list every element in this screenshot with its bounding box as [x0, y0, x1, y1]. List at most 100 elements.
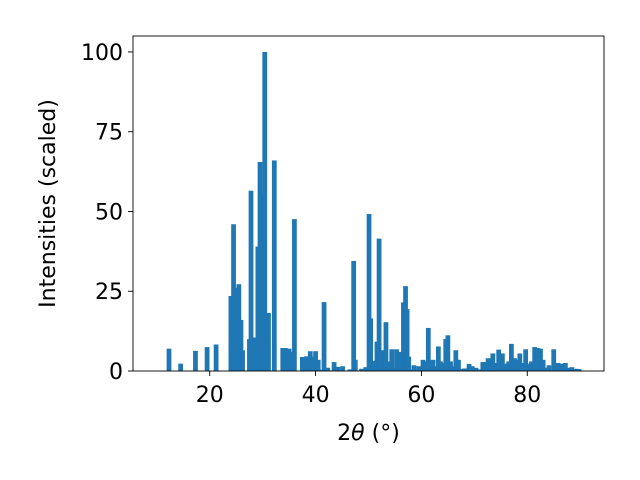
bar	[335, 366, 341, 371]
bar	[423, 361, 429, 371]
x-tick-label: 80	[513, 383, 541, 408]
bar	[383, 322, 389, 371]
bar	[331, 362, 337, 371]
bar	[477, 369, 483, 371]
bar	[526, 363, 532, 371]
bar	[363, 367, 369, 371]
bar	[248, 190, 254, 371]
bar	[512, 358, 517, 371]
x-tick-label: 20	[196, 383, 224, 408]
bar	[299, 356, 305, 371]
bar	[304, 356, 309, 371]
bar	[266, 312, 271, 371]
bar	[204, 347, 210, 371]
bar	[319, 369, 324, 371]
bar	[352, 359, 358, 371]
x-axis-label-prefix: 2	[337, 421, 351, 446]
bar	[532, 347, 538, 371]
bar	[466, 363, 472, 371]
bar	[445, 335, 451, 371]
y-tick-label: 0	[109, 360, 123, 385]
bar	[404, 309, 410, 371]
bar	[238, 319, 244, 371]
bar	[233, 288, 239, 371]
bar	[453, 350, 459, 371]
bar	[540, 359, 546, 371]
bar	[271, 160, 277, 371]
y-tick-label: 75	[95, 121, 123, 146]
bar	[231, 224, 236, 371]
bar	[371, 360, 377, 371]
bar	[551, 349, 557, 371]
bar	[543, 367, 549, 371]
bar	[523, 349, 529, 371]
bar	[368, 318, 373, 371]
bar	[559, 363, 565, 371]
bar	[386, 361, 391, 371]
bar	[469, 366, 475, 371]
x-axis-label-unit: (°)	[365, 421, 400, 446]
bar	[259, 195, 265, 371]
bar	[506, 361, 512, 371]
bar	[480, 362, 486, 371]
bar	[435, 346, 441, 371]
bar	[313, 351, 318, 371]
bar	[394, 349, 399, 371]
bar	[546, 365, 552, 371]
bar	[262, 51, 268, 371]
y-tick-label: 25	[95, 280, 123, 305]
y-tick-label: 50	[95, 200, 123, 225]
bar	[286, 348, 292, 371]
bar	[280, 348, 286, 371]
bar	[213, 344, 219, 371]
bar	[448, 361, 453, 371]
bar	[398, 351, 404, 371]
bar	[411, 365, 417, 371]
bar	[433, 366, 439, 371]
bar	[438, 361, 443, 371]
bar	[359, 368, 364, 371]
y-axis-label: Intensities (scaled)	[36, 99, 61, 308]
bar	[376, 238, 382, 371]
bar	[520, 363, 525, 371]
bar	[347, 369, 353, 371]
bar	[458, 368, 464, 371]
bar	[307, 351, 313, 371]
x-tick-label: 60	[407, 383, 435, 408]
bar	[166, 348, 172, 371]
bar	[502, 363, 508, 371]
bar	[406, 356, 412, 371]
bar	[440, 363, 446, 371]
bar	[535, 348, 541, 371]
bar	[252, 337, 258, 371]
bar	[340, 366, 345, 371]
bar	[366, 214, 372, 371]
bar	[555, 363, 561, 371]
bar	[178, 363, 184, 371]
bar	[496, 349, 502, 371]
bar	[310, 356, 316, 371]
bar	[325, 367, 331, 371]
bar	[529, 361, 534, 371]
bar	[538, 348, 543, 371]
bar	[490, 353, 496, 371]
bar	[389, 349, 395, 371]
bar	[416, 366, 422, 371]
bar	[430, 359, 436, 371]
bar	[289, 351, 295, 371]
x-axis-label: 2θ (°)	[337, 421, 400, 446]
bar	[315, 359, 321, 371]
bar	[493, 363, 498, 371]
bar	[517, 353, 523, 371]
bar	[514, 359, 520, 371]
bar	[425, 327, 431, 371]
bar	[292, 219, 297, 371]
bar	[450, 366, 456, 371]
bar	[462, 368, 468, 371]
bars-group	[166, 51, 582, 371]
bar	[193, 350, 198, 371]
bar	[351, 260, 357, 371]
bar	[240, 350, 245, 371]
y-tick-label: 100	[81, 41, 123, 66]
